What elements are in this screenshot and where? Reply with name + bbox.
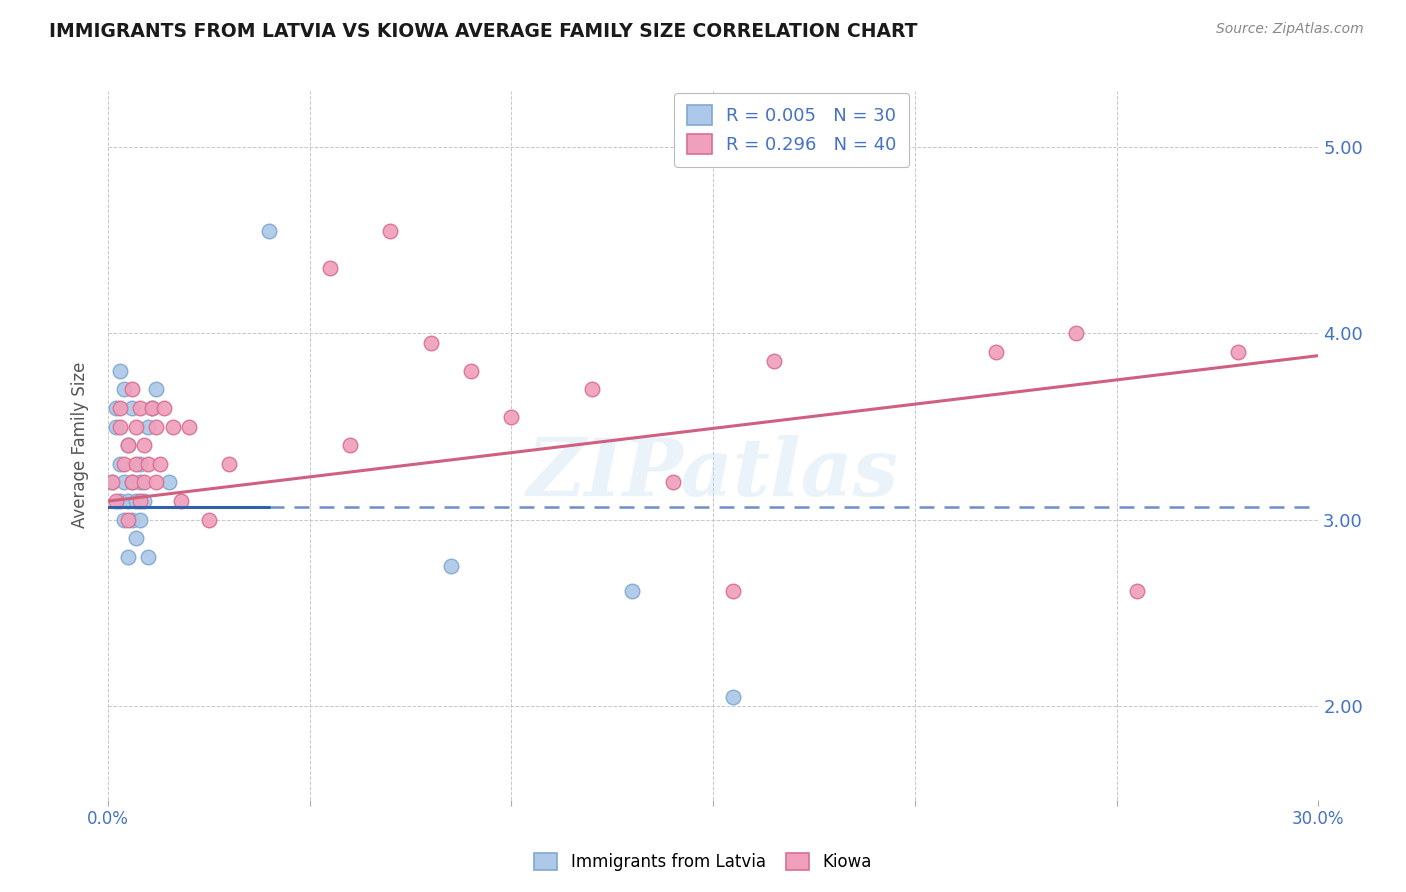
Point <box>108 494 131 508</box>
Point <box>145 475 167 490</box>
Point <box>121 401 143 415</box>
Point <box>101 475 124 490</box>
Point <box>319 260 342 275</box>
Point <box>460 363 482 377</box>
Point <box>136 419 159 434</box>
Legend: R = 0.005   N = 30, R = 0.296   N = 40: R = 0.005 N = 30, R = 0.296 N = 40 <box>673 93 910 167</box>
Point <box>129 401 152 415</box>
Point <box>117 438 139 452</box>
Point <box>259 224 281 238</box>
Point <box>112 475 135 490</box>
Point <box>149 457 172 471</box>
Point <box>129 494 152 508</box>
Point <box>984 345 1007 359</box>
Point <box>108 401 131 415</box>
Point <box>1064 326 1087 341</box>
Point <box>162 419 184 434</box>
Point <box>581 382 603 396</box>
Point <box>125 494 148 508</box>
Point <box>108 419 131 434</box>
Point <box>380 224 402 238</box>
Point <box>112 513 135 527</box>
Point <box>218 457 240 471</box>
Point <box>101 475 124 490</box>
Point <box>157 475 180 490</box>
Point <box>105 401 128 415</box>
Point <box>136 550 159 565</box>
Legend: Immigrants from Latvia, Kiowa: Immigrants from Latvia, Kiowa <box>526 845 880 880</box>
Point <box>105 494 128 508</box>
Point <box>141 401 163 415</box>
Point <box>121 475 143 490</box>
Point <box>153 401 176 415</box>
Point <box>1125 583 1147 598</box>
Point <box>121 382 143 396</box>
Point <box>662 475 685 490</box>
Point <box>125 419 148 434</box>
Text: ZIPatlas: ZIPatlas <box>527 434 900 512</box>
Point <box>108 363 131 377</box>
Point <box>112 457 135 471</box>
Point <box>134 438 156 452</box>
Point <box>121 513 143 527</box>
Point <box>117 438 139 452</box>
Point <box>169 494 191 508</box>
Point <box>1226 345 1249 359</box>
Point <box>129 475 152 490</box>
Point <box>723 690 745 704</box>
Point <box>125 457 148 471</box>
Text: IMMIGRANTS FROM LATVIA VS KIOWA AVERAGE FAMILY SIZE CORRELATION CHART: IMMIGRANTS FROM LATVIA VS KIOWA AVERAGE … <box>49 22 918 41</box>
Point <box>501 410 523 425</box>
Point <box>112 382 135 396</box>
Point <box>141 401 163 415</box>
Point <box>117 513 139 527</box>
Point <box>440 559 463 574</box>
Point <box>117 494 139 508</box>
Point <box>177 419 200 434</box>
Y-axis label: Average Family Size: Average Family Size <box>72 362 89 528</box>
Point <box>136 457 159 471</box>
Point <box>762 354 785 368</box>
Point <box>339 438 361 452</box>
Point <box>134 475 156 490</box>
Point <box>145 419 167 434</box>
Point <box>419 335 441 350</box>
Point <box>134 494 156 508</box>
Point <box>117 550 139 565</box>
Point <box>129 457 152 471</box>
Text: Source: ZipAtlas.com: Source: ZipAtlas.com <box>1216 22 1364 37</box>
Point <box>723 583 745 598</box>
Point <box>129 513 152 527</box>
Point <box>621 583 644 598</box>
Point <box>121 475 143 490</box>
Point <box>198 513 221 527</box>
Point <box>145 382 167 396</box>
Point <box>125 532 148 546</box>
Point <box>105 419 128 434</box>
Point <box>108 457 131 471</box>
